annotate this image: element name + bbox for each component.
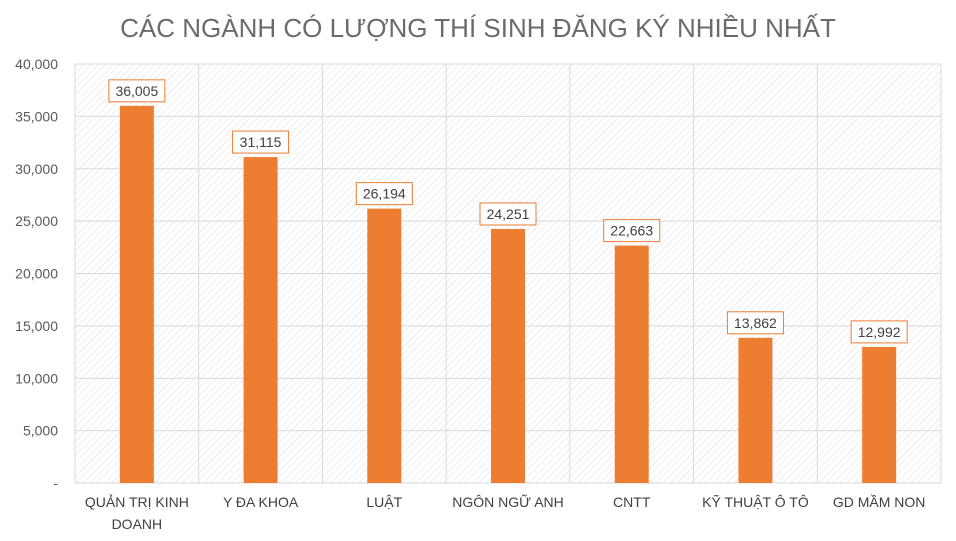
y-axis-tick-labels: - 5,000 10,000 15,000 20,000 25,000 30,000 35,0… <box>15 56 58 491</box>
bar <box>614 245 649 483</box>
y-tick-label: 25,000 <box>15 213 58 229</box>
data-label-box <box>108 79 166 103</box>
y-tick-label: 35,000 <box>15 108 58 124</box>
bars <box>119 105 897 483</box>
x-category-label: NGÔN NGỮ ANH <box>452 494 564 510</box>
data-label-box <box>726 311 784 335</box>
x-axis-category-labels: QUẢN TRỊ KINH DOANH Y ĐA KHOA LUẬT NGÔN NGỮ … <box>85 494 926 532</box>
bar <box>243 157 278 483</box>
x-category-label: GD MẦM NON <box>833 494 926 510</box>
bar <box>862 346 897 483</box>
bar <box>367 208 402 483</box>
y-tick-label: 15,000 <box>15 318 58 334</box>
data-label: 13,862 <box>734 315 777 331</box>
y-tick-label: - <box>53 475 58 491</box>
data-label-box <box>850 320 908 344</box>
data-label: 26,194 <box>363 186 406 202</box>
y-tick-label: 10,000 <box>15 370 58 386</box>
data-label-box <box>232 130 290 154</box>
data-label: 31,115 <box>240 134 282 150</box>
data-label-box <box>603 219 661 243</box>
x-category-label: LUẬT <box>366 494 402 510</box>
bar <box>738 337 773 483</box>
x-category-label: Y ĐA KHOA <box>223 494 299 510</box>
bar <box>119 105 154 483</box>
data-label: 12,992 <box>858 324 901 340</box>
chart-title: CÁC NGÀNH CÓ LƯỢNG THÍ SINH ĐĂNG KÝ NHIỀ… <box>120 13 836 43</box>
y-tick-label: 5,000 <box>23 423 58 439</box>
data-label: 36,005 <box>115 83 158 99</box>
y-tick-label: 40,000 <box>15 56 58 72</box>
data-label-box <box>355 182 413 206</box>
bar <box>491 228 525 483</box>
data-labels: 36,005 31,115 26,194 24,251 22,663 13,862 12,9… <box>108 79 908 344</box>
x-category-label: CNTT <box>613 494 651 510</box>
data-label: 24,251 <box>487 206 530 222</box>
y-tick-label: 30,000 <box>15 161 58 177</box>
x-category-label: KỸ THUẬT Ô TÔ <box>702 494 809 510</box>
x-category-label: DOANH <box>112 516 163 532</box>
data-label: 22,663 <box>610 223 653 239</box>
y-tick-label: 20,000 <box>15 266 58 282</box>
x-category-label: QUẢN TRỊ KINH <box>85 494 189 510</box>
data-label-box <box>479 202 537 226</box>
